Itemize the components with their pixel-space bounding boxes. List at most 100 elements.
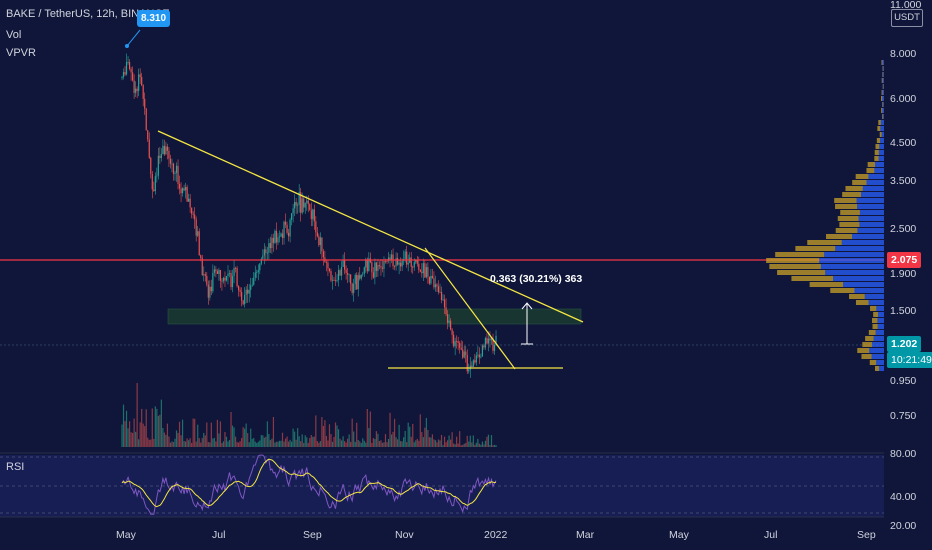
candle-body <box>291 213 293 220</box>
price-axis[interactable]: 11.000 8.000 6.000 4.500 3.500 2.500 1.9… <box>890 0 921 422</box>
candle-body <box>125 62 128 75</box>
candle-body <box>218 270 220 274</box>
currency-label[interactable]: USDT <box>891 9 923 27</box>
candle-body <box>303 198 305 208</box>
volume-bar <box>427 429 429 447</box>
level-price-badge: 2.075 <box>887 252 922 268</box>
volume-bar <box>141 408 143 447</box>
candle-body <box>412 266 414 268</box>
volume-bar <box>345 442 347 447</box>
steep-trendline[interactable] <box>424 247 516 370</box>
volume-bar <box>456 436 458 447</box>
volume-bar <box>386 442 388 447</box>
volume-bar <box>486 436 488 447</box>
candle-body <box>431 275 434 279</box>
rsi-legend[interactable]: RSI <box>6 461 25 473</box>
candle-body <box>398 262 400 265</box>
vpvr-down-bar <box>855 174 869 179</box>
candle-body <box>407 262 409 265</box>
volume-bar <box>395 437 397 447</box>
vpvr-down-bar <box>881 60 883 65</box>
volume-bar <box>259 440 261 447</box>
vpvr-down-bar <box>769 264 821 269</box>
candle-body <box>342 260 344 268</box>
candle-body <box>378 265 381 267</box>
volume-bar <box>213 437 215 447</box>
time-axis[interactable]: May Jul Sep Nov 2022 Mar May Jul Sep <box>116 529 876 541</box>
vpvr-up-bar <box>859 222 884 227</box>
volume-bar <box>372 437 374 447</box>
candle-body <box>194 214 196 220</box>
volume-bar <box>340 440 343 447</box>
vpvr-up-bar <box>859 210 884 215</box>
vpvr-up-bar <box>862 186 884 191</box>
vpvr-down-bar <box>867 162 876 167</box>
volume-bar <box>312 436 314 447</box>
vpvr-up-bar <box>879 144 884 149</box>
candle-body <box>251 284 253 286</box>
vpvr-up-bar <box>868 300 884 305</box>
candle-body <box>318 236 320 246</box>
candle-body <box>227 273 229 277</box>
candle-body <box>189 198 191 208</box>
volume-bar <box>457 443 459 447</box>
price-pane[interactable] <box>0 0 884 452</box>
vpvr-down-bar <box>862 342 873 347</box>
candle-body <box>434 284 437 288</box>
candle-body <box>493 345 496 351</box>
candle-body <box>380 266 382 268</box>
vpvr-up-bar <box>878 156 884 161</box>
vpvr-down-bar <box>837 216 859 221</box>
candle-body <box>212 272 214 292</box>
volume-bar <box>321 416 323 447</box>
candle-body <box>321 237 323 252</box>
volume-bar <box>194 418 196 447</box>
vpvr-down-bar <box>869 360 877 365</box>
vpvr-down-bar <box>882 102 884 107</box>
support-zone[interactable] <box>167 308 582 325</box>
volume-bar <box>185 441 187 447</box>
symbol-legend[interactable]: BAKE / TetherUS, 12h, BINANCE <box>6 8 170 20</box>
volume-bar <box>266 421 268 447</box>
vpvr-down-bar <box>874 150 879 155</box>
vpvr-down-bar <box>845 186 863 191</box>
price-axis-top-label: 11.000 <box>890 0 921 11</box>
rsi-axis[interactable]: 80.00 40.00 20.00 <box>890 448 916 532</box>
volume-bar <box>304 435 306 447</box>
volume-bar <box>265 436 267 447</box>
candle-body <box>472 360 474 367</box>
descending-trendline[interactable] <box>157 130 584 323</box>
volume-bar <box>219 421 222 447</box>
candle-body <box>124 72 126 75</box>
candle-body <box>186 186 188 202</box>
candle-body <box>415 260 417 263</box>
volume-bar <box>287 441 290 447</box>
candle-body <box>401 260 403 267</box>
measure-tool[interactable] <box>521 302 533 345</box>
volume-bar <box>148 439 150 447</box>
volume-bar <box>334 422 337 447</box>
volume-bar <box>359 441 361 447</box>
candle-body <box>374 262 376 278</box>
candle-body <box>168 150 170 159</box>
candle-body <box>381 267 384 269</box>
vpvr-legend[interactable]: VPVR <box>6 47 36 59</box>
volume-bar <box>206 422 208 447</box>
candle-body <box>389 257 391 260</box>
candle-body <box>440 291 443 300</box>
volume-bar <box>401 441 403 447</box>
candle-body <box>171 163 173 165</box>
vpvr-up-bar <box>880 126 884 131</box>
volume-bar <box>489 445 491 447</box>
candle-body <box>471 365 473 367</box>
vol-legend[interactable]: Vol <box>6 29 22 41</box>
candle-body <box>297 204 299 206</box>
vpvr-down-bar <box>839 222 860 227</box>
candle-body <box>181 188 184 194</box>
vpvr-down-bar <box>852 180 867 185</box>
vpvr-up-bar <box>883 66 884 71</box>
candle-body <box>462 349 464 358</box>
candle-body <box>354 275 356 284</box>
